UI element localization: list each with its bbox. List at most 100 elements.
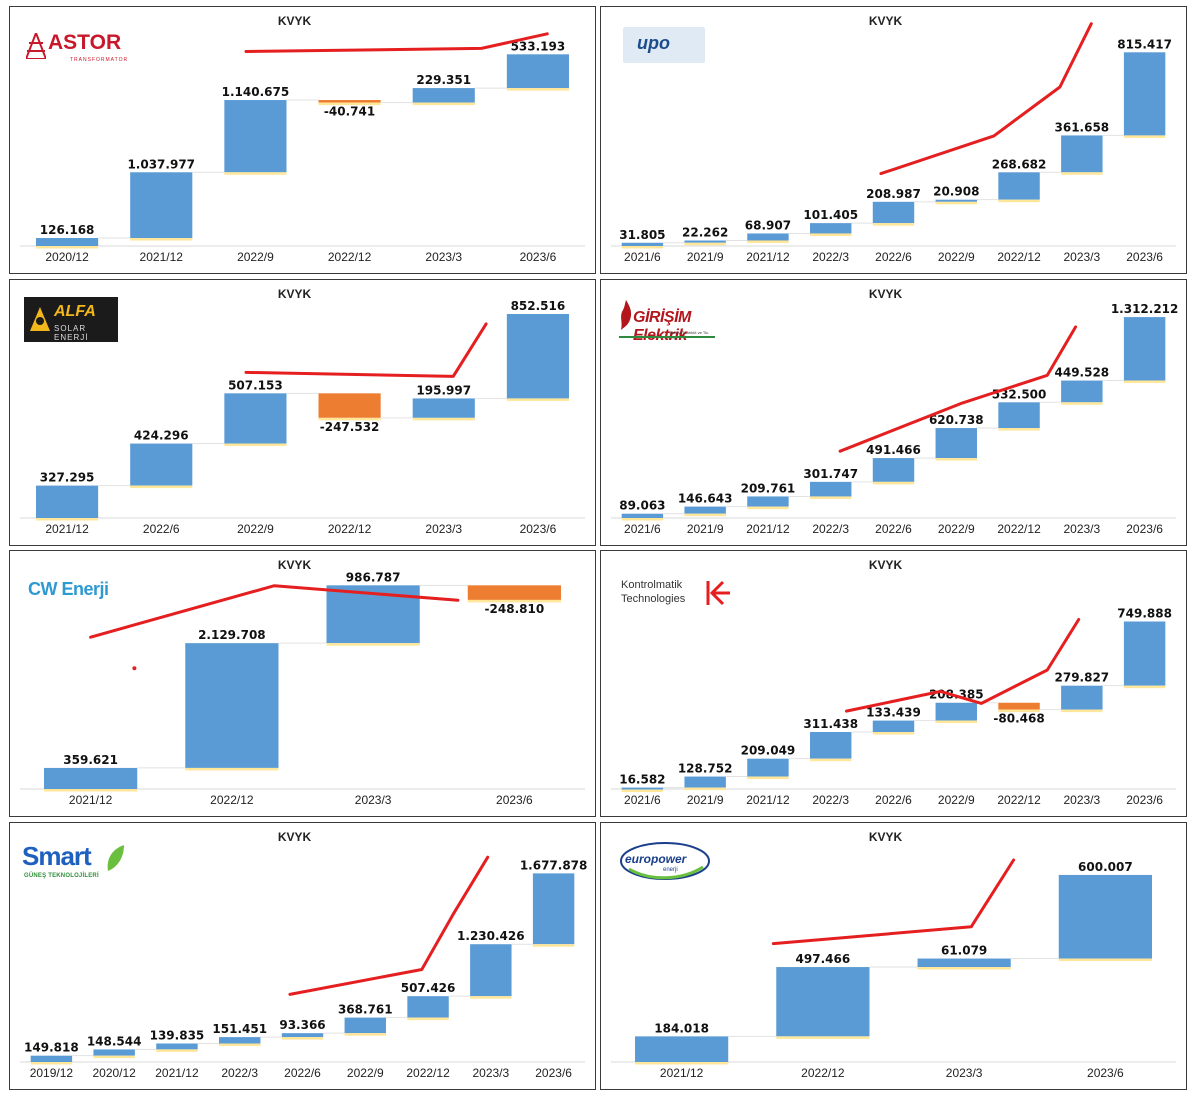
bar-shadow bbox=[1058, 958, 1152, 962]
waterfall-bar bbox=[1123, 52, 1166, 136]
bar-shadow bbox=[93, 1055, 135, 1059]
x-tick-label: 2021/12 bbox=[140, 250, 184, 264]
data-label: 507.426 bbox=[401, 981, 456, 995]
x-tick-label: 2021/12 bbox=[45, 522, 89, 536]
bar-shadow bbox=[156, 1049, 198, 1052]
x-tick-label: 2023/3 bbox=[1063, 793, 1100, 807]
x-tick-label: 2023/3 bbox=[425, 522, 462, 536]
bar-shadow bbox=[36, 518, 99, 521]
data-label: 146.643 bbox=[678, 492, 733, 506]
europower-logo-subtext: enerji bbox=[663, 867, 678, 873]
waterfall-bar bbox=[412, 398, 475, 418]
smart-logo: Smart GÜNEŞ TEKNOLOJİLERİ bbox=[22, 841, 132, 885]
data-label: 749.888 bbox=[1117, 606, 1172, 620]
data-label: 279.827 bbox=[1055, 671, 1110, 685]
astor-logo-subtext: TRANSFORMATOR bbox=[70, 57, 129, 63]
astor-tower-icon bbox=[26, 33, 46, 59]
waterfall-chart: KVYK 31.805 2021/6 22.262 2021/9 68.907 2021/1… bbox=[611, 14, 1176, 264]
waterfall-bar bbox=[684, 776, 726, 788]
waterfall-bar bbox=[776, 967, 870, 1037]
chart-panel-cw: CW Enerji KVYK 359.621 2021/12 2.129.708 202… bbox=[9, 550, 596, 817]
waterfall-bar bbox=[935, 199, 977, 202]
bar-shadow bbox=[621, 518, 664, 521]
waterfall-bar bbox=[747, 233, 789, 241]
data-label: 61.079 bbox=[941, 944, 987, 958]
waterfall-bar bbox=[810, 223, 852, 234]
waterfall-bar bbox=[998, 702, 1040, 710]
bar-shadow bbox=[684, 242, 726, 246]
x-tick-label: 2023/6 bbox=[1126, 250, 1163, 264]
chart-title: KVYK bbox=[278, 558, 312, 572]
waterfall-chart: KVYK 89.063 2021/6 146.643 2021/9 209.761 2021… bbox=[611, 287, 1179, 536]
alfa-logo: ALFA SOLAR ENERJİ bbox=[24, 297, 118, 342]
x-tick-label: 2021/9 bbox=[687, 522, 724, 536]
waterfall-bar bbox=[872, 720, 915, 733]
bar-shadow bbox=[30, 1062, 73, 1065]
waterfall-bar bbox=[1123, 317, 1166, 381]
x-tick-label: 2022/9 bbox=[938, 522, 975, 536]
x-tick-label: 2022/12 bbox=[328, 522, 372, 536]
bar-shadow bbox=[224, 172, 287, 175]
bar-shadow bbox=[917, 967, 1011, 970]
waterfall-bar bbox=[684, 506, 726, 514]
data-label: 16.582 bbox=[619, 773, 665, 787]
cw-logo-text: CW Enerji bbox=[28, 579, 109, 599]
x-tick-label: 2022/12 bbox=[328, 250, 372, 264]
waterfall-chart: KVYK 16.582 2021/6 128.752 2021/9 209.049 2021… bbox=[611, 558, 1176, 807]
data-label: 93.366 bbox=[279, 1018, 325, 1032]
bar-shadow bbox=[344, 1033, 386, 1036]
bar-shadow bbox=[407, 1017, 449, 1021]
waterfall-bar bbox=[998, 402, 1040, 429]
data-label: 151.451 bbox=[212, 1022, 267, 1036]
waterfall-bar bbox=[467, 585, 561, 600]
waterfall-bar bbox=[407, 996, 449, 1018]
trend-line bbox=[844, 618, 1081, 713]
chart-panel-europower: europower enerji KVYK 184.018 2021/12 497.4… bbox=[600, 822, 1187, 1090]
bar-shadow bbox=[281, 1037, 324, 1040]
waterfall-bar bbox=[1061, 380, 1103, 403]
x-tick-label: 2023/3 bbox=[946, 1066, 983, 1080]
chart-title: KVYK bbox=[869, 558, 903, 572]
upo-logo: upo bbox=[623, 27, 705, 63]
waterfall-bar bbox=[506, 313, 569, 399]
waterfall-bar bbox=[318, 100, 381, 103]
waterfall-bar bbox=[36, 485, 99, 518]
waterfall-chart: KVYK 149.818 2019/12 148.544 2020/12 139.835 2… bbox=[20, 830, 587, 1080]
smart-logo-subtext: GÜNEŞ TEKNOLOJİLERİ bbox=[24, 873, 99, 879]
data-label: 600.007 bbox=[1078, 860, 1133, 874]
waterfall-bar bbox=[621, 787, 664, 790]
x-tick-label: 2021/12 bbox=[155, 1066, 199, 1080]
x-tick-label: 2022/3 bbox=[812, 793, 849, 807]
waterfall-chart: KVYK 126.168 2020/12 1.037.977 2021/12 1.140.… bbox=[20, 14, 585, 264]
waterfall-bar bbox=[621, 513, 664, 518]
chart-panel-upo: upo KVYK 31.805 2021/6 22.262 2021/9 68.907 20… bbox=[600, 6, 1187, 274]
waterfall-bar bbox=[1123, 621, 1166, 686]
bar-shadow bbox=[810, 758, 852, 762]
waterfall-bar bbox=[36, 238, 99, 246]
chart-panel-astor: ASTOR TRANSFORMATOR KVYK 126.168 2020/12 1.… bbox=[9, 6, 596, 274]
data-label: 22.262 bbox=[682, 225, 728, 239]
x-tick-label: 2022/12 bbox=[997, 522, 1041, 536]
chart-panel-kontrolmatik: Kontrolmatik Technologies KVYK 16.582 2021… bbox=[600, 550, 1187, 817]
bar-shadow bbox=[935, 201, 977, 205]
bar-shadow bbox=[998, 199, 1040, 203]
data-label: 20.908 bbox=[933, 185, 979, 199]
bar-shadow bbox=[1123, 135, 1166, 138]
chart-panel-smart: Smart GÜNEŞ TEKNOLOJİLERİ KVYK 149.818 201… bbox=[9, 822, 596, 1090]
data-label: 68.907 bbox=[745, 218, 791, 232]
data-label: 195.997 bbox=[416, 383, 471, 397]
bar-shadow bbox=[467, 599, 561, 603]
waterfall-bar bbox=[810, 732, 852, 759]
x-tick-label: 2022/6 bbox=[284, 1066, 321, 1080]
bar-shadow bbox=[747, 776, 789, 780]
waterfall-chart: KVYK 184.018 2021/12 497.466 2022/12 61.079 20… bbox=[611, 830, 1176, 1080]
chart-title: KVYK bbox=[869, 830, 903, 844]
x-tick-label: 2023/3 bbox=[1063, 522, 1100, 536]
girisim-underline bbox=[619, 336, 715, 338]
trend-line bbox=[838, 325, 1078, 453]
x-tick-label: 2022/6 bbox=[875, 250, 912, 264]
x-tick-label: 2023/3 bbox=[355, 793, 392, 807]
girisim-logo-text: GİRİŞİM Elektrik bbox=[633, 309, 691, 344]
data-label: 2.129.708 bbox=[198, 628, 266, 642]
data-label: 1.312.212 bbox=[1111, 302, 1179, 316]
